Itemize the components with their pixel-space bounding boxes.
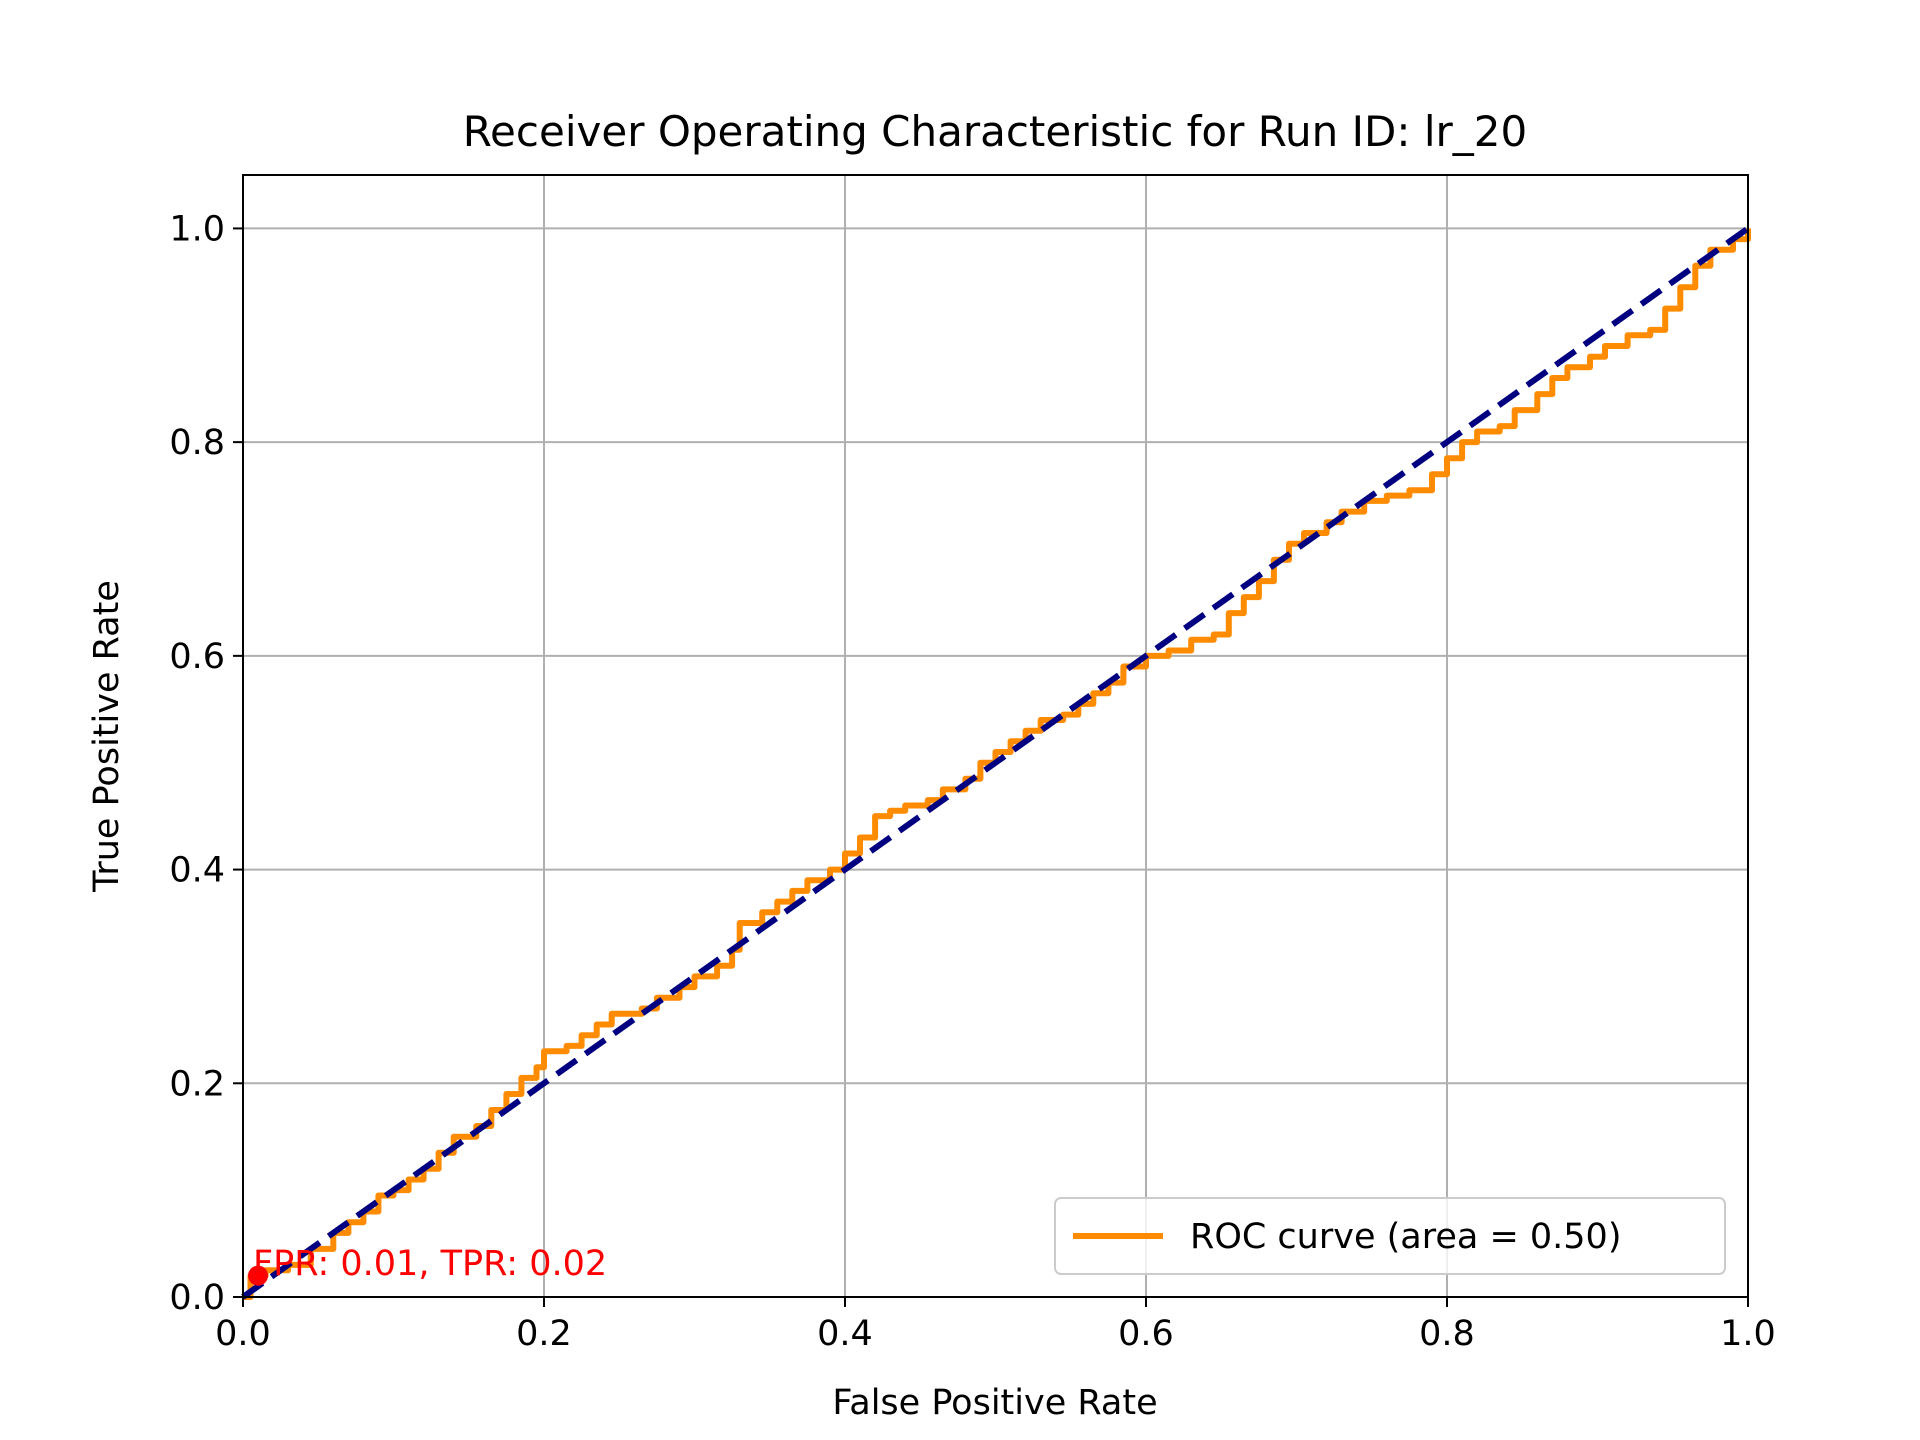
x-tick-label: 0.4 xyxy=(817,1314,873,1354)
legend-box xyxy=(1054,1197,1726,1275)
ticks: 0.0 0.2 0.4 0.6 0.8 1.0 0.0 0.2 0.4 0.6 0.8 1.0 xyxy=(169,209,1776,1354)
plot-frame xyxy=(242,174,1749,1298)
x-tick-label: 0.6 xyxy=(1118,1314,1174,1354)
legend: ROC curve (area = 0.50) xyxy=(1054,1197,1726,1275)
chance-diagonal-line xyxy=(241,225,1750,1300)
roc-curve-line xyxy=(243,228,1751,1300)
y-tick-label: 0.4 xyxy=(169,851,225,891)
highlight-label: FPR: 0.01, TPR: 0.02 xyxy=(253,1244,607,1284)
x-tick-label: 0.2 xyxy=(516,1314,572,1354)
x-axis-title: False Positive Rate xyxy=(832,1383,1157,1423)
y-axis-title: True Positive Rate xyxy=(87,580,127,893)
y-tick-label: 1.0 xyxy=(169,209,225,249)
legend-label-roc: ROC curve (area = 0.50) xyxy=(1190,1217,1621,1257)
x-tick-label: 1.0 xyxy=(1720,1314,1776,1354)
series-layer xyxy=(241,225,1751,1300)
highlight-annotation: FPR: 0.01, TPR: 0.02 xyxy=(248,1244,607,1286)
y-tick-label: 0.0 xyxy=(169,1278,225,1318)
chart-title: Receiver Operating Characteristic for Ru… xyxy=(463,107,1527,156)
highlight-point-marker xyxy=(248,1265,269,1286)
y-tick-label: 0.6 xyxy=(169,637,225,677)
x-tick-label: 0.8 xyxy=(1419,1314,1475,1354)
y-tick-label: 0.2 xyxy=(169,1064,225,1104)
x-tick-label: 0.0 xyxy=(215,1314,271,1354)
y-tick-label: 0.8 xyxy=(169,423,225,463)
grid xyxy=(242,175,1749,1298)
